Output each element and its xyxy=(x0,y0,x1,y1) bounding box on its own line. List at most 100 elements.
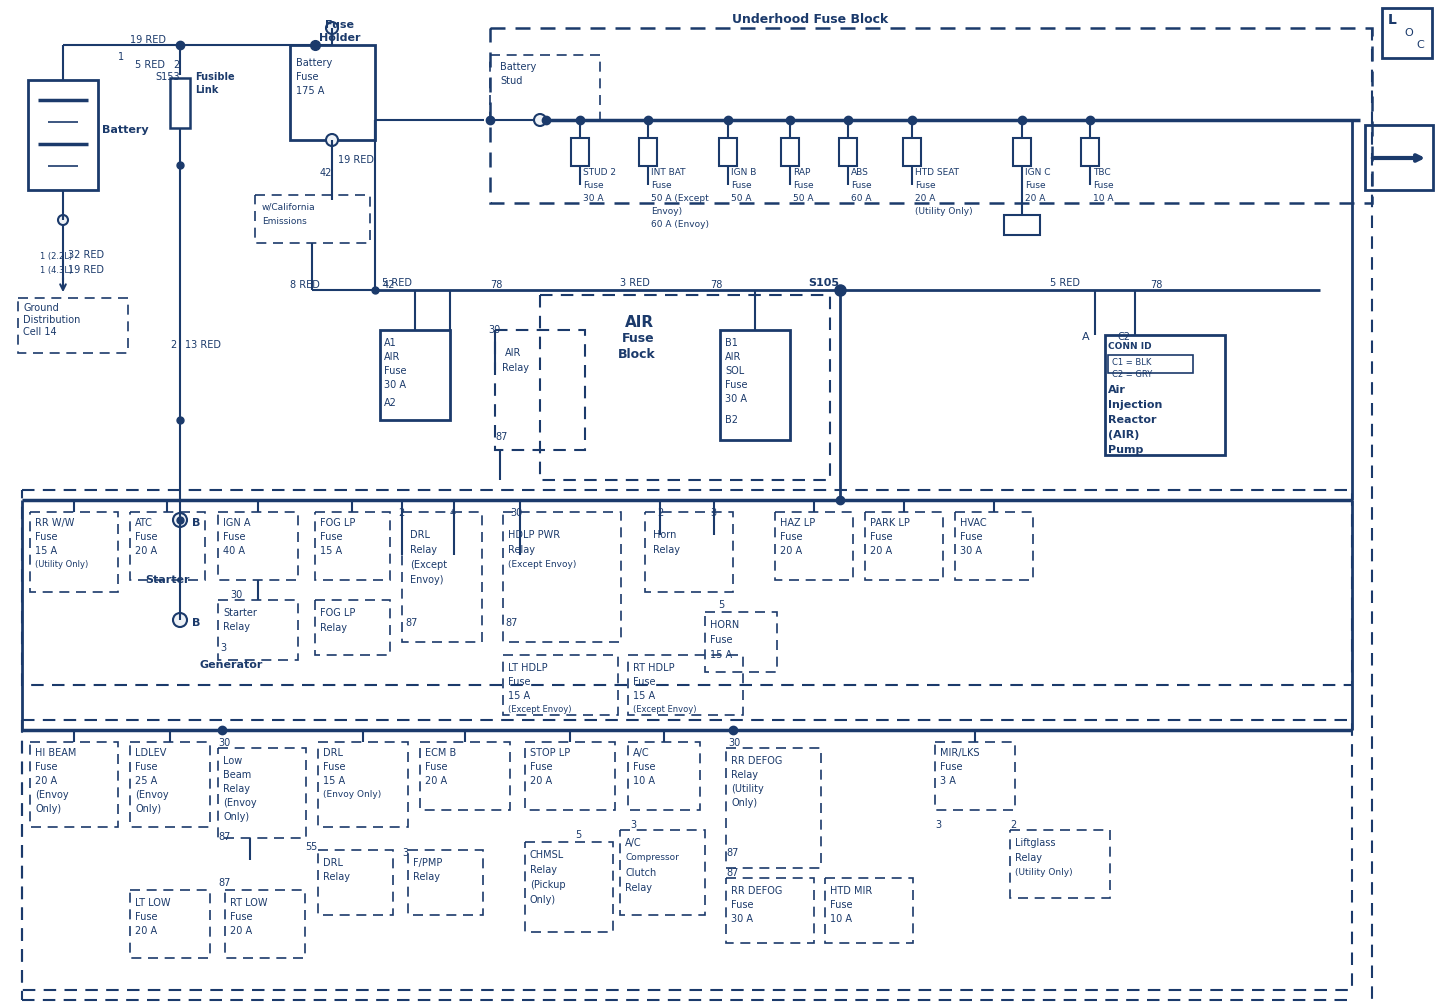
Bar xyxy=(1365,125,1433,190)
Bar xyxy=(726,748,821,868)
Text: Relay: Relay xyxy=(413,872,441,882)
Text: 50 A: 50 A xyxy=(793,194,814,203)
Text: 78: 78 xyxy=(710,280,723,290)
Text: 87: 87 xyxy=(726,848,739,858)
Text: 3 RED: 3 RED xyxy=(621,278,649,288)
Text: HAZ LP: HAZ LP xyxy=(780,518,815,528)
Text: (Utility Only): (Utility Only) xyxy=(35,560,88,569)
Text: F/PMP: F/PMP xyxy=(413,858,442,868)
Text: Fuse: Fuse xyxy=(323,762,346,772)
Bar xyxy=(318,742,408,827)
Bar xyxy=(719,138,737,166)
Bar xyxy=(955,512,1032,580)
Text: Fuse: Fuse xyxy=(851,181,871,190)
Text: Fuse: Fuse xyxy=(135,532,157,542)
Text: Fuse: Fuse xyxy=(384,366,406,376)
Text: B: B xyxy=(192,618,200,628)
Text: 60 A: 60 A xyxy=(851,194,871,203)
Bar xyxy=(490,28,1372,203)
Text: Only): Only) xyxy=(732,798,757,808)
Text: CONN ID: CONN ID xyxy=(1107,342,1152,351)
Circle shape xyxy=(325,22,338,34)
Text: (Except Envoy): (Except Envoy) xyxy=(508,560,576,569)
Bar xyxy=(1107,355,1192,373)
Text: 50 A: 50 A xyxy=(732,194,752,203)
Text: A/C: A/C xyxy=(625,838,642,848)
Text: Only): Only) xyxy=(223,812,249,822)
Text: Fuse: Fuse xyxy=(829,900,852,910)
Text: 2: 2 xyxy=(1009,820,1017,830)
Text: Clutch: Clutch xyxy=(625,868,657,878)
Text: Fuse: Fuse xyxy=(793,181,814,190)
Text: DRL: DRL xyxy=(323,748,343,758)
Text: Cell 14: Cell 14 xyxy=(23,327,56,337)
Text: ABS: ABS xyxy=(851,168,868,177)
Text: 20 A: 20 A xyxy=(870,546,893,556)
Text: 13 RED: 13 RED xyxy=(184,340,220,350)
Text: Fuse: Fuse xyxy=(634,677,655,687)
Text: 15 A: 15 A xyxy=(323,776,346,786)
Text: 78: 78 xyxy=(1151,280,1162,290)
Text: 60 A (Envoy): 60 A (Envoy) xyxy=(651,220,708,229)
Text: Relay: Relay xyxy=(503,363,528,373)
Text: HORN: HORN xyxy=(710,620,739,630)
Text: 87: 87 xyxy=(505,618,517,628)
Bar xyxy=(503,512,621,642)
Text: 3: 3 xyxy=(631,820,636,830)
Text: 5 RED: 5 RED xyxy=(382,278,412,288)
Text: O: O xyxy=(1404,28,1413,38)
Bar xyxy=(621,830,706,915)
Text: Fuse: Fuse xyxy=(223,532,245,542)
Bar xyxy=(130,890,210,958)
Text: Only): Only) xyxy=(35,804,60,814)
Text: Beam: Beam xyxy=(223,770,251,780)
Text: Fuse: Fuse xyxy=(1093,181,1113,190)
Text: PARK LP: PARK LP xyxy=(870,518,910,528)
Text: C2 = GRY: C2 = GRY xyxy=(1112,370,1152,379)
Text: 32 RED: 32 RED xyxy=(68,250,104,260)
Text: 42: 42 xyxy=(383,280,396,290)
Text: 5: 5 xyxy=(719,600,724,610)
Text: Fuse: Fuse xyxy=(230,912,252,922)
Text: Starter: Starter xyxy=(223,608,256,618)
Text: Fuse: Fuse xyxy=(724,380,747,390)
Text: 15 A: 15 A xyxy=(508,691,530,701)
Text: 78: 78 xyxy=(490,280,503,290)
Text: Distribution: Distribution xyxy=(23,314,81,325)
Text: Fuse: Fuse xyxy=(530,762,553,772)
Text: 40 A: 40 A xyxy=(223,546,245,556)
Text: C1 = BLK: C1 = BLK xyxy=(1112,358,1152,367)
Bar xyxy=(30,742,118,827)
Text: S153: S153 xyxy=(156,72,180,82)
Text: Battery: Battery xyxy=(297,58,333,68)
Text: Fuse: Fuse xyxy=(320,532,343,542)
Text: Fuse: Fuse xyxy=(135,912,157,922)
Text: Fusible: Fusible xyxy=(194,72,235,82)
Text: Fuse: Fuse xyxy=(914,181,936,190)
Text: RAP: RAP xyxy=(793,168,811,177)
Text: Ground: Ground xyxy=(23,303,59,313)
Text: (Envoy: (Envoy xyxy=(223,798,256,808)
Text: FOG LP: FOG LP xyxy=(320,608,356,618)
Text: HVAC: HVAC xyxy=(960,518,986,528)
Text: Liftglass: Liftglass xyxy=(1015,838,1056,848)
Text: B2: B2 xyxy=(724,415,739,425)
Text: 30: 30 xyxy=(230,590,242,600)
Bar xyxy=(526,742,615,810)
Text: Fuse: Fuse xyxy=(508,677,530,687)
Text: Fuse: Fuse xyxy=(651,181,671,190)
Bar xyxy=(775,512,852,580)
Text: LT HDLP: LT HDLP xyxy=(508,663,547,673)
Text: HI BEAM: HI BEAM xyxy=(35,748,76,758)
Circle shape xyxy=(325,134,338,146)
Bar xyxy=(1012,138,1031,166)
Text: 1: 1 xyxy=(118,52,124,62)
Text: 30: 30 xyxy=(729,738,740,748)
Text: Envoy): Envoy) xyxy=(651,207,683,216)
Text: 1 (4.3L): 1 (4.3L) xyxy=(40,266,72,275)
Bar xyxy=(402,512,482,642)
Text: (Utility Only): (Utility Only) xyxy=(914,207,972,216)
Text: (Pickup: (Pickup xyxy=(530,880,566,890)
Text: 3: 3 xyxy=(935,820,942,830)
Text: Relay: Relay xyxy=(1015,853,1043,863)
